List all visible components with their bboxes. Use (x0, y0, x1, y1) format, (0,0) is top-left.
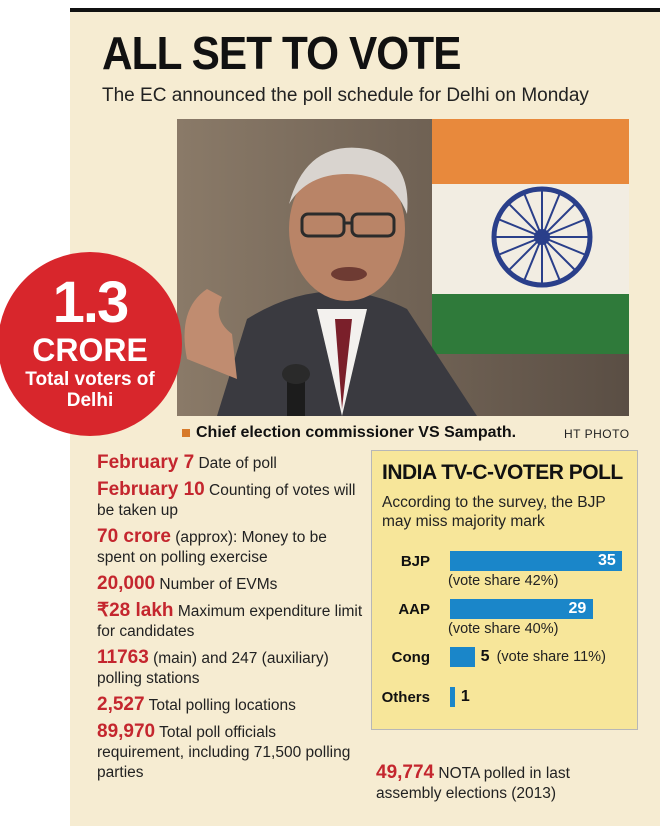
caption-square-icon (182, 428, 190, 437)
bar-value-aap: 29 (568, 600, 587, 617)
bar-label-cong: Cong (391, 649, 430, 666)
fact-text: Total poll officials requirement, includ… (97, 724, 351, 781)
poll-subtitle: According to the survey, the BJP may mis… (382, 494, 606, 530)
nota-text: NOTA polled in last assembly elections (… (376, 765, 570, 802)
fact-key: February 10 (97, 479, 205, 500)
badge-label-line2: Delhi (66, 389, 114, 411)
poll-box: INDIA TV-C-VOTER POLL According to the s… (371, 450, 638, 730)
fact-text: Number of EVMs (155, 576, 278, 593)
fact-text: (main) and 247 (auxiliary) polling stati… (97, 650, 329, 687)
bar-value-others: 1 (460, 688, 470, 705)
nota-fact: 49,774 NOTA polled in last assembly elec… (376, 763, 636, 804)
vote-share-cong: (vote share 11%) (496, 649, 606, 665)
photo-illustration (177, 119, 629, 416)
bar-value-cong: 5 (480, 648, 490, 665)
fact-item: February 7 Date of poll (97, 453, 367, 474)
badge-label-line1: Total voters of (25, 369, 155, 390)
badge-label: Total voters of Delhi (0, 369, 182, 412)
fact-key: 2,527 (97, 694, 145, 715)
vote-share-bjp: (vote share 42%) (448, 573, 559, 589)
facts-list: February 7 Date of poll February 10 Coun… (97, 453, 367, 789)
bar-others (450, 687, 455, 707)
badge-unit: CRORE (32, 332, 148, 368)
poll-title: INDIA TV-C-VOTER POLL (382, 461, 623, 484)
bar-label-others: Others (381, 689, 430, 706)
fact-key: 89,970 (97, 721, 156, 742)
bar-cong (450, 647, 475, 667)
headline: ALL SET TO VOTE (102, 27, 461, 79)
bar-aap (450, 599, 593, 619)
fact-key: February 7 (97, 452, 195, 473)
bar-label-bjp: BJP (400, 553, 430, 570)
photo-credit: HT PHOTO (564, 427, 630, 441)
photo-caption: Chief election commissioner VS Sampath. (182, 424, 516, 442)
fact-text: Maximum expenditure limit for candidates (97, 603, 363, 640)
caption-text: Chief election commissioner VS Sampath. (196, 424, 517, 441)
fact-key: 11763 (97, 647, 149, 668)
subheadline: The EC announced the poll schedule for D… (102, 85, 589, 106)
badge-number: 1.3 (52, 270, 130, 335)
fact-key: 20,000 (97, 573, 156, 594)
vote-share-aap: (vote share 40%) (448, 621, 559, 637)
photo-election-commissioner (177, 119, 629, 416)
fact-text: Counting of votes will be taken up (97, 482, 356, 519)
fact-item: February 10 Counting of votes will be ta… (97, 480, 367, 521)
fact-item: 70 crore (approx): Money to be spent on … (97, 527, 367, 568)
fact-item: 11763 (main) and 247 (auxiliary) polling… (97, 648, 367, 689)
nota-key: 49,774 (376, 762, 435, 783)
fact-key: 70 crore (97, 526, 171, 547)
fact-item: 2,527 Total polling locations (97, 695, 367, 716)
bar-label-aap: AAP (398, 601, 430, 618)
total-voters-badge: 1.3 CRORE Total voters of Delhi (0, 252, 182, 436)
fact-text: Date of poll (194, 455, 277, 472)
bar-bjp (450, 551, 622, 571)
bar-value-bjp: 35 (598, 552, 616, 569)
fact-key: ₹28 lakh (97, 600, 174, 621)
fact-item: 20,000 Number of EVMs (97, 574, 367, 595)
fact-item: 89,970 Total poll officials requirement,… (97, 722, 367, 783)
fact-text: (approx): Money to be spent on polling e… (97, 529, 327, 566)
fact-text: Total polling locations (144, 697, 296, 714)
fact-item: ₹28 lakh Maximum expenditure limit for c… (97, 601, 367, 642)
